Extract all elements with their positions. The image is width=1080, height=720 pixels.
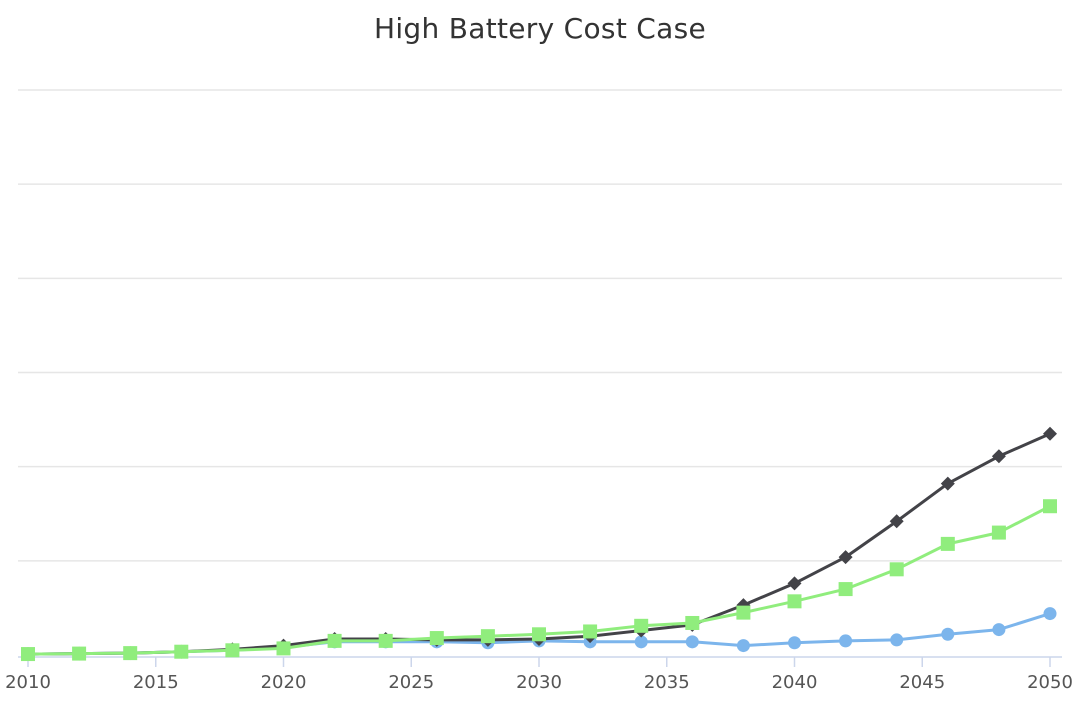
chart-title: High Battery Cost Case	[373, 12, 707, 45]
data-point[interactable]	[838, 582, 853, 597]
data-point[interactable]	[940, 476, 955, 491]
data-point[interactable]	[991, 449, 1006, 464]
data-point[interactable]	[941, 627, 955, 641]
x-tick-label: 2045	[899, 672, 945, 693]
data-point[interactable]	[940, 536, 955, 551]
data-point[interactable]	[889, 514, 904, 529]
x-tick-label: 2010	[5, 672, 51, 693]
data-point[interactable]	[429, 631, 444, 646]
data-point[interactable]	[1043, 607, 1057, 621]
x-tick-label: 2040	[772, 672, 818, 693]
data-point[interactable]	[890, 633, 904, 647]
x-tick-label: 2050	[1027, 672, 1073, 693]
x-tick-label: 2035	[644, 672, 690, 693]
data-point[interactable]	[1043, 499, 1057, 514]
data-point[interactable]	[21, 647, 35, 662]
data-point[interactable]	[736, 639, 750, 653]
data-point[interactable]	[174, 644, 189, 659]
data-point[interactable]	[1043, 426, 1057, 441]
data-point[interactable]	[72, 646, 87, 661]
data-point[interactable]	[839, 634, 853, 648]
series-layer	[21, 426, 1057, 662]
data-point[interactable]	[787, 576, 802, 591]
x-tick-label: 2020	[261, 672, 307, 693]
data-point[interactable]	[583, 624, 598, 639]
data-point[interactable]	[532, 627, 546, 642]
y-gridlines	[18, 89, 1062, 562]
data-point[interactable]	[276, 641, 291, 656]
data-point[interactable]	[123, 646, 138, 661]
series-2	[21, 499, 1057, 662]
data-point[interactable]	[378, 633, 393, 648]
data-point[interactable]	[634, 618, 649, 633]
x-axis-ticks: 2010 2015 2020 2025 2030 2035 2040 2045 2050	[5, 657, 1073, 693]
series-1	[21, 426, 1057, 662]
x-tick-label: 2015	[133, 672, 179, 693]
data-point[interactable]	[736, 605, 751, 620]
data-point[interactable]	[327, 633, 342, 648]
data-point[interactable]	[838, 550, 853, 565]
data-point[interactable]	[685, 615, 700, 630]
x-tick-label: 2025	[388, 672, 434, 693]
data-point[interactable]	[685, 635, 699, 649]
data-point[interactable]	[889, 562, 904, 577]
x-tick-label: 2030	[516, 672, 562, 693]
data-point[interactable]	[225, 643, 240, 658]
data-point[interactable]	[992, 623, 1006, 637]
data-point[interactable]	[788, 636, 801, 650]
data-point[interactable]	[991, 525, 1006, 540]
data-point[interactable]	[480, 629, 495, 644]
data-point[interactable]	[787, 594, 802, 609]
data-point[interactable]	[634, 635, 648, 649]
